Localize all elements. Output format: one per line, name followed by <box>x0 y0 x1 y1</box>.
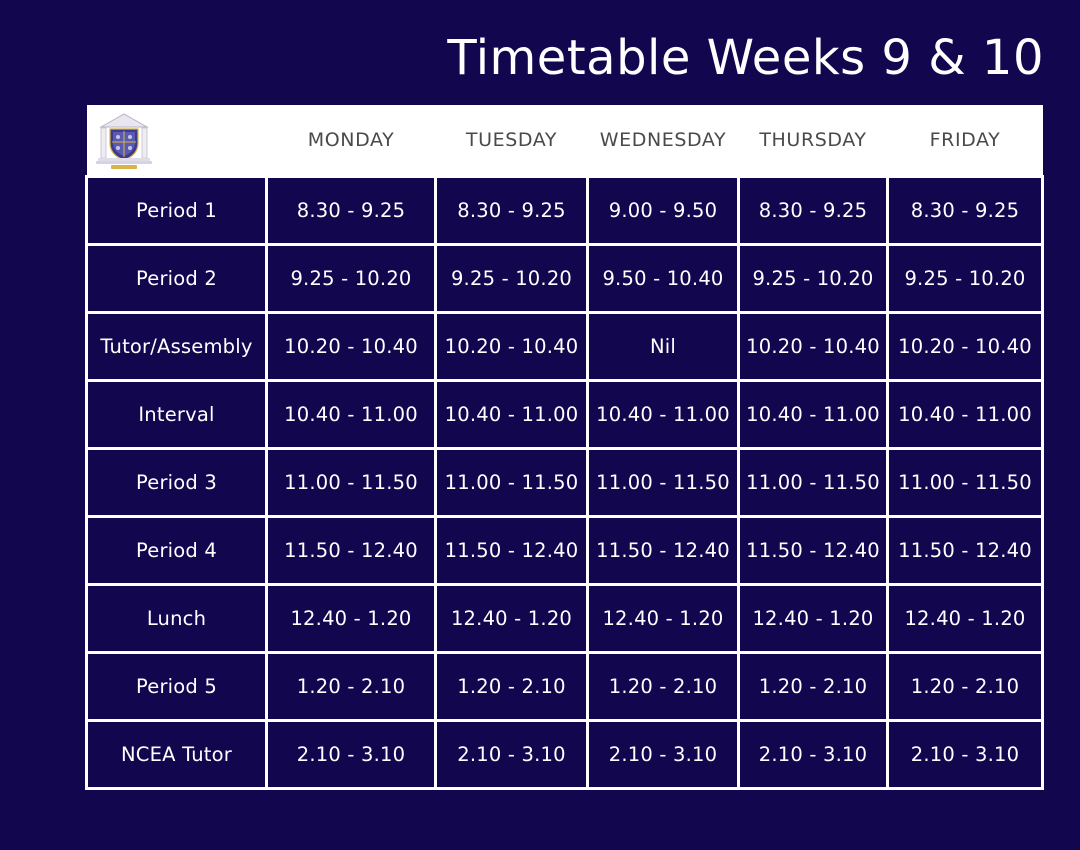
timetable-body: Period 1 8.30 - 9.25 8.30 - 9.25 9.00 - … <box>85 174 1044 790</box>
table-row: Period 4 11.50 - 12.40 11.50 - 12.40 11.… <box>85 514 1044 586</box>
time-cell: 11.50 - 12.40 <box>737 514 889 586</box>
time-cell: 2.10 - 3.10 <box>434 718 589 790</box>
day-header-thursday: THURSDAY <box>759 128 867 151</box>
row-label: Period 5 <box>85 650 268 722</box>
time-cell: 10.20 - 10.40 <box>265 310 437 382</box>
time-cell: 10.40 - 11.00 <box>737 378 889 450</box>
time-cell: 8.30 - 9.25 <box>737 174 889 246</box>
time-cell: 12.40 - 1.20 <box>434 582 589 654</box>
day-header-friday: FRIDAY <box>929 128 1001 151</box>
time-cell: 12.40 - 1.20 <box>737 582 889 654</box>
time-cell: 1.20 - 2.10 <box>737 650 889 722</box>
school-crest-icon <box>92 108 155 171</box>
table-row: Tutor/Assembly 10.20 - 10.40 10.20 - 10.… <box>85 310 1044 382</box>
time-cell: Nil <box>586 310 740 382</box>
table-row: Interval 10.40 - 11.00 10.40 - 11.00 10.… <box>85 378 1044 450</box>
time-cell: 1.20 - 2.10 <box>586 650 740 722</box>
logo-cell <box>87 105 267 176</box>
timetable-header: MONDAY TUESDAY WEDNESDAY THURSDAY FRIDAY <box>86 105 1043 176</box>
time-cell: 12.40 - 1.20 <box>886 582 1044 654</box>
header-row: MONDAY TUESDAY WEDNESDAY THURSDAY FRIDAY <box>86 105 1043 176</box>
row-label: Period 2 <box>85 242 268 314</box>
time-cell: 2.10 - 3.10 <box>265 718 437 790</box>
time-cell: 10.40 - 11.00 <box>586 378 740 450</box>
row-label: Tutor/Assembly <box>85 310 268 382</box>
time-cell: 11.50 - 12.40 <box>434 514 589 586</box>
row-label: Period 3 <box>85 446 268 518</box>
table-row: Lunch 12.40 - 1.20 12.40 - 1.20 12.40 - … <box>85 582 1044 654</box>
row-label: Lunch <box>85 582 268 654</box>
time-cell: 10.20 - 10.40 <box>886 310 1044 382</box>
time-cell: 11.50 - 12.40 <box>886 514 1044 586</box>
table-row: Period 3 11.00 - 11.50 11.00 - 11.50 11.… <box>85 446 1044 518</box>
table-row: Period 2 9.25 - 10.20 9.25 - 10.20 9.50 … <box>85 242 1044 314</box>
time-cell: 8.30 - 9.25 <box>886 174 1044 246</box>
time-cell: 8.30 - 9.25 <box>265 174 437 246</box>
time-cell: 1.20 - 2.10 <box>434 650 589 722</box>
time-cell: 11.50 - 12.40 <box>586 514 740 586</box>
time-cell: 2.10 - 3.10 <box>886 718 1044 790</box>
time-cell: 10.20 - 10.40 <box>434 310 589 382</box>
time-cell: 12.40 - 1.20 <box>586 582 740 654</box>
table-row: NCEA Tutor 2.10 - 3.10 2.10 - 3.10 2.10 … <box>85 718 1044 790</box>
page-title: Timetable Weeks 9 & 10 <box>447 30 1044 86</box>
table-row: Period 5 1.20 - 2.10 1.20 - 2.10 1.20 - … <box>85 650 1044 722</box>
time-cell: 12.40 - 1.20 <box>265 582 437 654</box>
row-label: Interval <box>85 378 268 450</box>
time-cell: 9.50 - 10.40 <box>586 242 740 314</box>
time-cell: 11.50 - 12.40 <box>265 514 437 586</box>
row-label: Period 1 <box>85 174 268 246</box>
timetable: MONDAY TUESDAY WEDNESDAY THURSDAY FRIDAY… <box>85 105 1044 790</box>
time-cell: 2.10 - 3.10 <box>586 718 740 790</box>
time-cell: 1.20 - 2.10 <box>886 650 1044 722</box>
time-cell: 9.25 - 10.20 <box>434 242 589 314</box>
row-label: Period 4 <box>85 514 268 586</box>
time-cell: 9.25 - 10.20 <box>737 242 889 314</box>
time-cell: 10.40 - 11.00 <box>434 378 589 450</box>
time-cell: 1.20 - 2.10 <box>265 650 437 722</box>
time-cell: 11.00 - 11.50 <box>265 446 437 518</box>
time-cell: 10.20 - 10.40 <box>737 310 889 382</box>
day-header-monday: MONDAY <box>307 128 395 151</box>
row-label: NCEA Tutor <box>85 718 268 790</box>
time-cell: 9.25 - 10.20 <box>886 242 1044 314</box>
time-cell: 9.25 - 10.20 <box>265 242 437 314</box>
time-cell: 8.30 - 9.25 <box>434 174 589 246</box>
time-cell: 10.40 - 11.00 <box>886 378 1044 450</box>
time-cell: 2.10 - 3.10 <box>737 718 889 790</box>
time-cell: 11.00 - 11.50 <box>737 446 889 518</box>
day-header-tuesday: TUESDAY <box>465 128 558 151</box>
time-cell: 9.00 - 9.50 <box>586 174 740 246</box>
time-cell: 11.00 - 11.50 <box>586 446 740 518</box>
day-header-wednesday: WEDNESDAY <box>599 128 727 151</box>
time-cell: 11.00 - 11.50 <box>886 446 1044 518</box>
table-row: Period 1 8.30 - 9.25 8.30 - 9.25 9.00 - … <box>85 174 1044 246</box>
time-cell: 11.00 - 11.50 <box>434 446 589 518</box>
time-cell: 10.40 - 11.00 <box>265 378 437 450</box>
